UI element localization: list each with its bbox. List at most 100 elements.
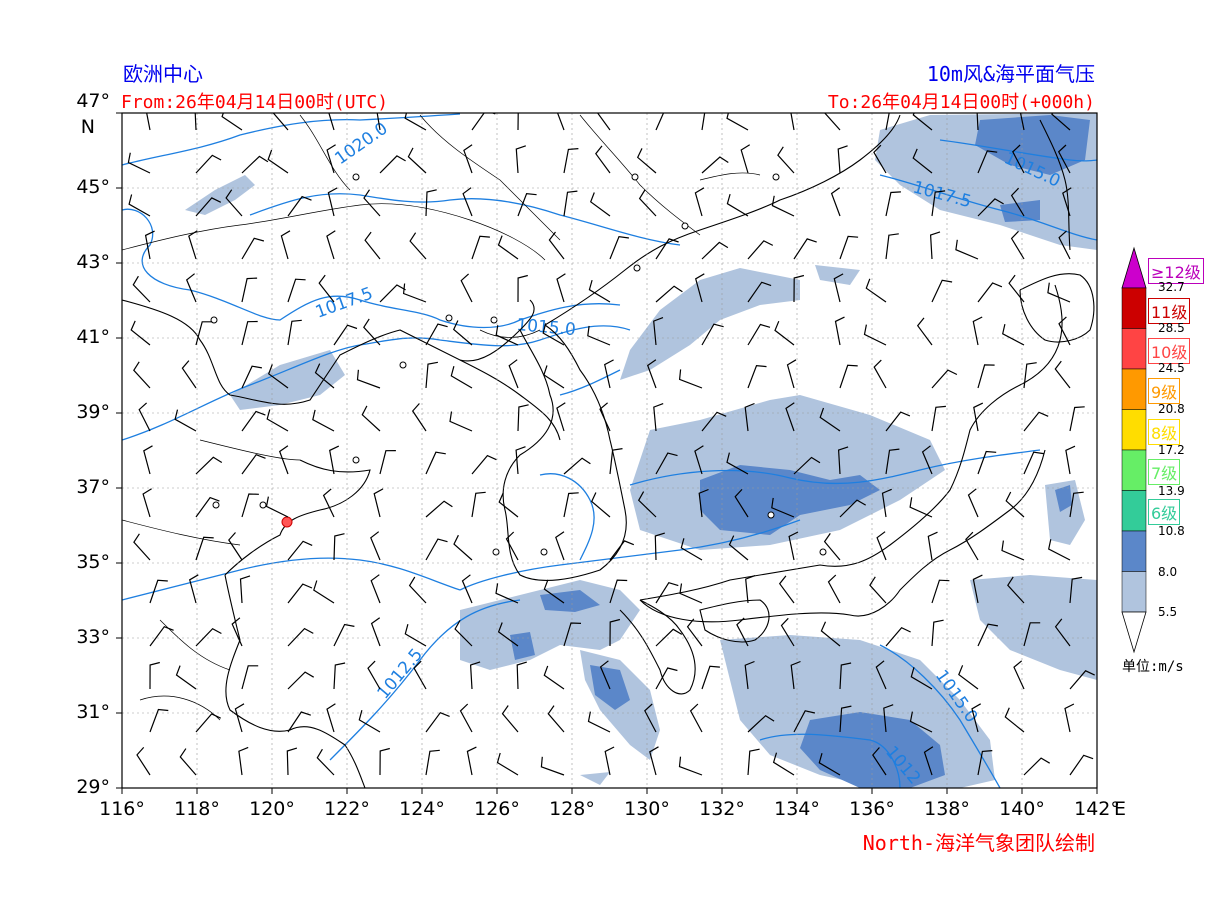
wind-barb [1058, 230, 1071, 260]
wind-barb [459, 703, 473, 733]
wind-barb [333, 324, 358, 346]
lon-label: 120° [249, 798, 295, 820]
wind-barb [653, 317, 664, 346]
wind-barb [407, 147, 427, 174]
wind-barb [921, 445, 933, 475]
wind-barb [379, 747, 390, 776]
wind-barb [501, 705, 519, 733]
wind-barb [370, 531, 381, 561]
wind-barb [786, 359, 797, 389]
wind-barb [1012, 144, 1025, 174]
wind-barb [977, 450, 997, 475]
wind-barb [1069, 754, 1094, 776]
wind-barb [195, 496, 220, 518]
wind-barb [1013, 660, 1025, 690]
wind-barb [364, 231, 381, 260]
wind-barb [185, 273, 197, 303]
wind-barbs [127, 113, 1095, 776]
wind-barb [241, 155, 269, 174]
wind-barb [744, 402, 755, 432]
wind-barb [195, 456, 223, 475]
wind-barb [771, 195, 795, 217]
wind-barb [793, 274, 805, 303]
wind-barb [636, 148, 657, 174]
wind-barb [728, 535, 749, 561]
wind-barb [833, 273, 844, 303]
lat-label: 41° [76, 326, 110, 348]
wind-barb [517, 404, 529, 432]
wind-barb [508, 359, 519, 389]
wind-barb [241, 277, 258, 303]
wind-barb [505, 531, 519, 561]
wind-barb [653, 403, 664, 432]
wind-barb [466, 746, 477, 776]
colorbar-bottom-triangle [1121, 611, 1147, 654]
wind-barb [977, 750, 993, 776]
lon-label: 126° [474, 798, 520, 820]
wind-barb [967, 488, 979, 518]
wind-barb [839, 705, 852, 733]
wind-barb [517, 274, 528, 303]
wind-barb [747, 714, 775, 733]
wind-barb [931, 405, 946, 432]
wind-barb [1069, 670, 1095, 690]
wind-barb [149, 708, 169, 733]
wind-barb [839, 364, 858, 389]
wind-barb [195, 154, 222, 174]
colorbar-band [1121, 490, 1147, 532]
wind-barb [745, 575, 756, 604]
wind-barb [241, 453, 266, 475]
wind-barb [312, 409, 335, 432]
wind-barb [379, 155, 406, 174]
wind-barb [563, 492, 579, 518]
wind-barb [1023, 362, 1037, 389]
wind-barb [976, 113, 979, 131]
wind-barb [701, 241, 729, 260]
wind-barb [655, 238, 679, 260]
wind-barb [133, 533, 151, 561]
wind-barb [543, 579, 565, 604]
wind-barb [195, 627, 222, 647]
wind-barb [873, 359, 887, 389]
wind-barb [883, 704, 894, 733]
wind-barb [287, 583, 313, 604]
colorbar-value: 24.5 [1158, 361, 1185, 375]
wind-barb [411, 403, 427, 432]
wind-barb [454, 620, 473, 647]
wind-barb [265, 496, 289, 518]
wind-barb [863, 324, 887, 346]
wind-barb [599, 660, 611, 690]
colorbar-level-label: 9级 [1148, 378, 1181, 404]
wind-barb [278, 445, 289, 475]
colorbar-value: 17.2 [1158, 443, 1185, 457]
wind-barb [128, 194, 151, 217]
wind-barb [595, 145, 611, 174]
wind-barb [686, 618, 703, 647]
wind-barb [977, 198, 1004, 217]
wind-barb [316, 748, 335, 776]
lon-label: 136° [849, 798, 895, 820]
wind-barb [495, 583, 519, 604]
wind-barb [373, 488, 384, 518]
wind-barb [195, 536, 214, 561]
wind-barb [238, 746, 249, 776]
wind-barb [495, 325, 519, 346]
wind-barb [923, 746, 934, 776]
colorbar-unit: 单位:m/s [1122, 659, 1184, 675]
wind-barb [376, 113, 381, 131]
wind-barb [266, 409, 289, 432]
wind-barb [818, 753, 841, 776]
colorbar-level-label: 10级 [1148, 338, 1191, 364]
wind-barb [655, 628, 683, 647]
wind-barb [1023, 451, 1044, 475]
wind-barb [231, 617, 243, 647]
wind-barb [827, 574, 841, 604]
wind-barb [747, 364, 767, 389]
wind-barb [1065, 445, 1076, 475]
wind-barb [790, 660, 801, 690]
wind-barb [460, 273, 473, 303]
isobar-label: 1020.0 [331, 119, 391, 170]
wind-barb [563, 148, 579, 174]
wind-barb [881, 488, 892, 518]
lat-unit: N [80, 116, 95, 138]
